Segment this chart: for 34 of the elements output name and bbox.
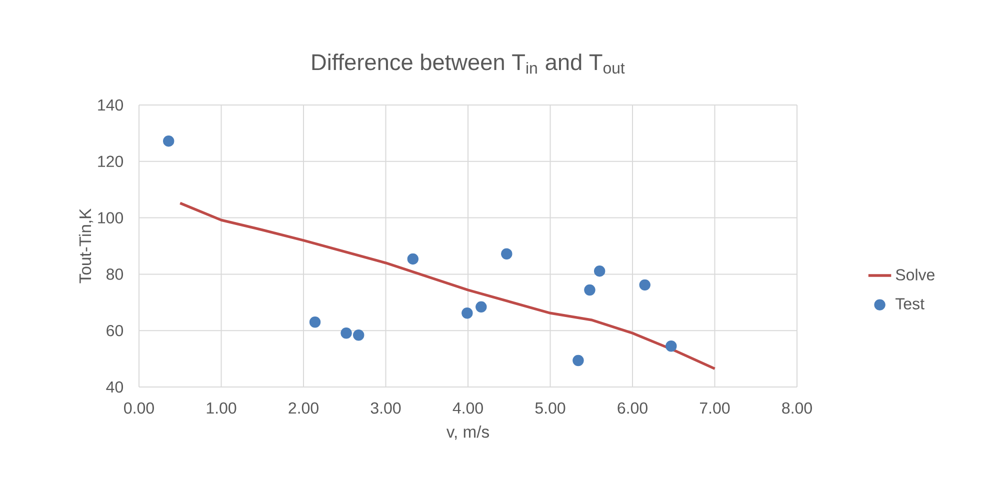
x-tick-label: 0.00 (124, 402, 154, 414)
point (353, 330, 364, 341)
point (572, 354, 584, 366)
y-tick-label: 120 (98, 156, 123, 168)
point (407, 253, 418, 265)
point (340, 328, 352, 339)
x-tick-label: 2.00 (288, 402, 318, 414)
x-tick-label: 3.00 (370, 402, 401, 414)
x-tick-label: 8.00 (782, 402, 812, 414)
x-tick-label: 6.00 (618, 402, 648, 414)
point (462, 308, 473, 319)
x-tick-label: 4.00 (452, 402, 483, 414)
x-tick-label: 7.00 (700, 402, 730, 414)
y-tick-label: 100 (98, 212, 123, 224)
chart-title: Difference between T$_{in}$ and T$_{out}$ (312, 54, 625, 74)
point (639, 279, 650, 291)
y-tick-label: 140 (98, 99, 123, 111)
point (163, 135, 174, 147)
y-tick-label: 40 (106, 381, 124, 393)
x-axis-title: v, m/s (446, 426, 489, 440)
legend-label: Test (896, 298, 924, 310)
point (501, 248, 512, 260)
line-series (178, 202, 716, 370)
point (666, 340, 677, 352)
y-tick-label: 80 (106, 268, 124, 280)
legend-label: Solve (896, 268, 934, 280)
y-axis-title: Tout-Tin,K (78, 208, 94, 284)
x-tick-label: 5.00 (535, 402, 566, 414)
point (476, 301, 487, 313)
point (594, 265, 606, 277)
point (309, 316, 321, 328)
point (584, 284, 596, 296)
y-tick-label: 60 (106, 324, 124, 336)
x-tick-label: 1.00 (206, 402, 236, 414)
